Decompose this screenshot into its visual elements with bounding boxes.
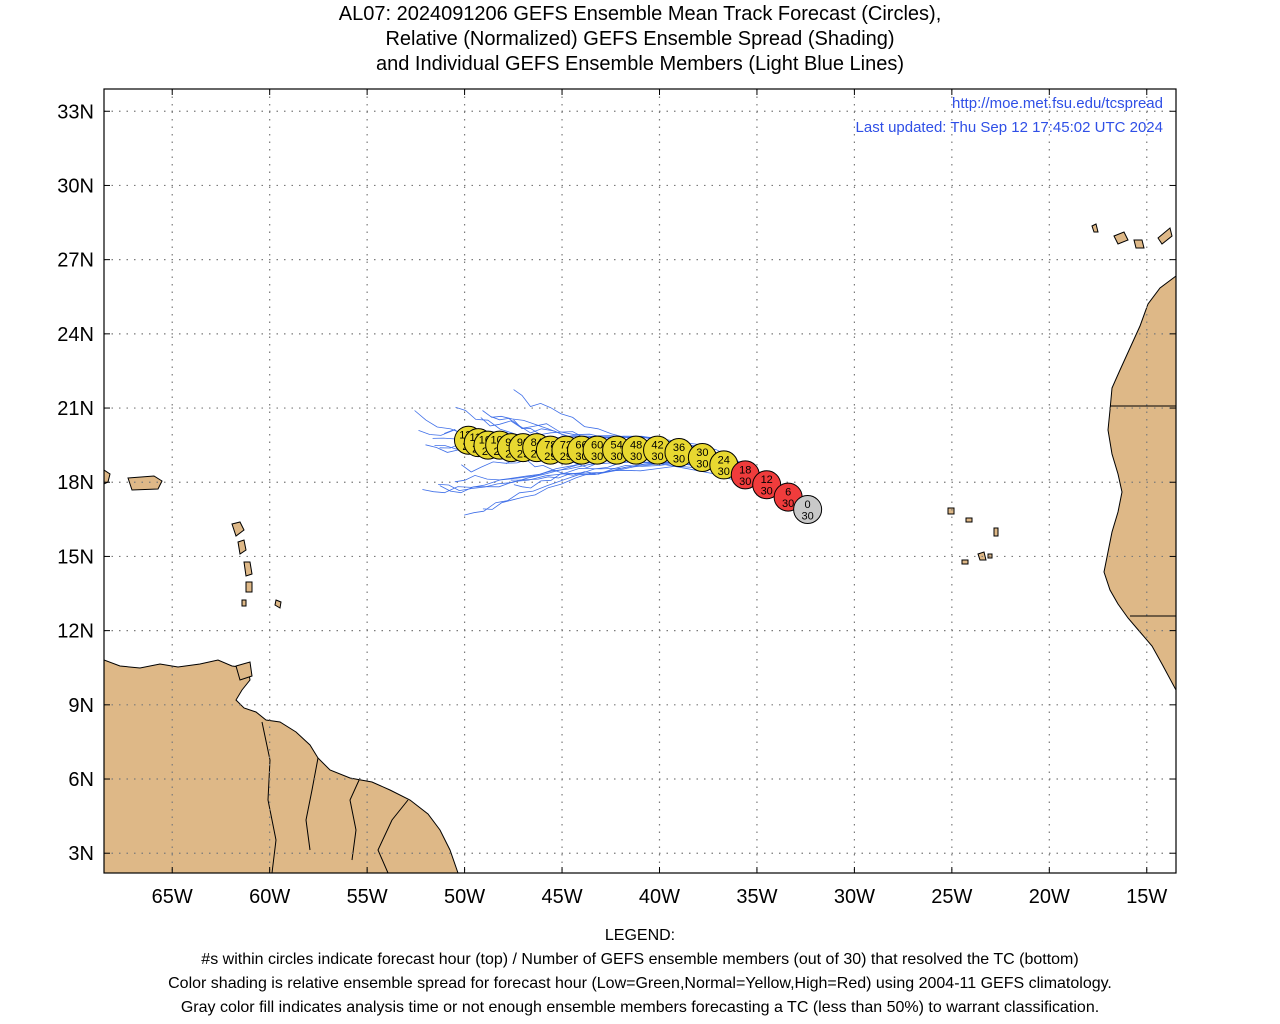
lat-tick-label: 27N (57, 250, 94, 272)
lon-tick-label: 30W (834, 886, 875, 908)
trinidad-land (235, 661, 253, 681)
forecast-hour-label: 6 (785, 487, 791, 499)
forecast-hour-label: 0 (805, 499, 811, 511)
axis-ticks: 65W 60W 55W 50W 45W 40W 35W 30W 25W 20W 15W3N6N9N1… (57, 89, 1176, 908)
title-line-2: Relative (Normalized) GEFS Ensemble Spre… (385, 28, 895, 50)
cape-verde-3 (993, 527, 999, 537)
track-point: 030 (793, 494, 823, 524)
map-title: AL07: 2024091206 GEFS Ensemble Mean Trac… (0, 2, 1280, 77)
lon-tick-label: 55W (347, 886, 388, 908)
forecast-hour-label: 24 (718, 454, 730, 466)
lat-tick-label: 6N (68, 769, 94, 791)
border-venezuela-guyana (261, 721, 277, 873)
legend-line-1: #s within circles indicate forecast hour… (201, 951, 1079, 968)
st-vincent-land (241, 599, 247, 607)
forecast-hour-label: 30 (696, 447, 708, 459)
lat-tick-label: 12N (57, 621, 94, 643)
member-count-label: 30 (610, 451, 622, 463)
member-count-label: 30 (591, 451, 603, 463)
border-guyana-suriname (305, 757, 319, 851)
lat-tick-label: 18N (57, 472, 94, 494)
legend: LEGEND: #s within circles indicate forec… (0, 924, 1280, 1020)
track-circle (793, 494, 823, 524)
lon-tick-label: 45W (541, 886, 582, 908)
lat-tick-label: 21N (57, 398, 94, 420)
member-count-label: 30 (673, 454, 685, 466)
member-count-label: 30 (761, 486, 773, 498)
lon-tick-label: 65W (152, 886, 193, 908)
legend-line-3: Gray color fill indicates analysis time … (180, 999, 1100, 1016)
title-line-1: AL07: 2024091206 GEFS Ensemble Mean Trac… (338, 3, 942, 25)
lon-tick-label: 50W (444, 886, 485, 908)
martinique-land (243, 561, 253, 577)
forecast-hour-label: 48 (630, 440, 642, 452)
forecast-hour-label: 18 (739, 464, 751, 476)
border-guiana-brazil (377, 799, 409, 873)
lat-tick-label: 30N (57, 175, 94, 197)
lat-tick-label: 15N (57, 546, 94, 568)
member-count-label: 30 (718, 466, 730, 478)
guadeloupe-land (231, 521, 245, 537)
barbados-land (274, 599, 282, 609)
legend-line-2: Color shading is relative ensemble sprea… (168, 975, 1112, 992)
canary-island-4 (1091, 223, 1099, 233)
border-suriname-guiana (349, 777, 361, 861)
member-count-label: 30 (696, 459, 708, 471)
forecast-hour-label: 12 (761, 474, 773, 486)
dominica-land (237, 539, 247, 555)
lat-tick-label: 24N (57, 324, 94, 346)
lon-tick-label: 40W (639, 886, 680, 908)
member-count-label: 30 (630, 451, 642, 463)
canary-island-2 (1133, 239, 1145, 249)
map-frame (103, 88, 1177, 874)
lon-tick-label: 15W (1126, 886, 1167, 908)
legend-heading: LEGEND: (604, 927, 676, 944)
mean-track-circles: 1202911429108291022996299029842978297229… (453, 425, 823, 524)
lat-tick-label: 33N (57, 101, 94, 123)
land-masses (104, 223, 1176, 873)
cape-verde-2 (965, 517, 973, 523)
grid-lines (104, 89, 1176, 873)
cape-verde-1 (947, 507, 955, 515)
lon-tick-label: 20W (1029, 886, 1070, 908)
lon-tick-label: 25W (931, 886, 972, 908)
cape-verde-5 (961, 559, 969, 565)
member-count-label: 30 (739, 476, 751, 488)
title-line-3: and Individual GEFS Ensemble Members (Li… (375, 53, 905, 75)
south-america-land (104, 659, 459, 873)
forecast-hour-label: 36 (673, 442, 685, 454)
canary-island-3 (1157, 227, 1173, 245)
credits-url: http://moe.met.fsu.edu/tcspread (952, 95, 1163, 112)
st-lucia-land (245, 581, 253, 593)
puerto-rico-land (127, 475, 163, 491)
track-map: 1202911429108291022996299029842978297229… (57, 88, 1177, 908)
member-count-label: 30 (651, 451, 663, 463)
member-count-label: 30 (801, 510, 813, 522)
credits-updated: Last updated: Thu Sep 12 17:45:02 UTC 20… (856, 119, 1163, 136)
lon-tick-label: 35W (736, 886, 777, 908)
lat-tick-label: 3N (68, 843, 94, 865)
lat-tick-label: 9N (68, 695, 94, 717)
forecast-hour-label: 42 (651, 440, 663, 452)
forecast-hour-label: 60 (591, 440, 603, 452)
africa-land (1103, 275, 1176, 691)
country-borders (261, 405, 1176, 873)
canary-island-1 (1113, 231, 1129, 245)
member-count-label: 30 (782, 498, 794, 510)
lon-tick-label: 60W (249, 886, 290, 908)
forecast-hour-label: 54 (610, 440, 622, 452)
